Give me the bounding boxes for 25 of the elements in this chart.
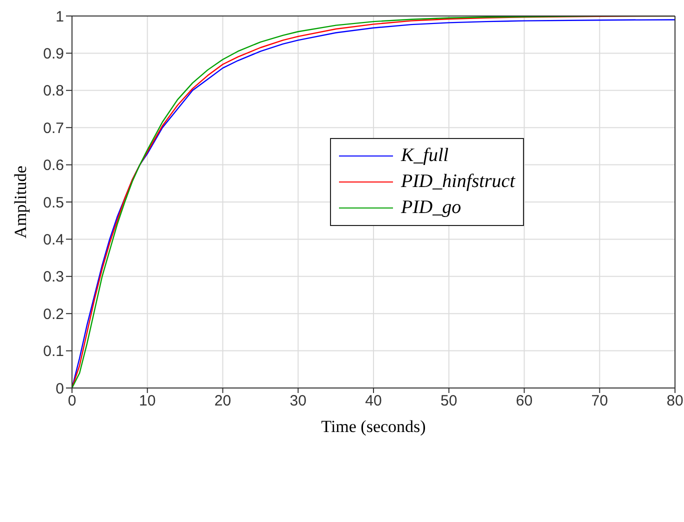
y-axis-title: Amplitude	[11, 166, 30, 238]
x-tick-label: 40	[365, 392, 382, 410]
legend-label: K_full	[401, 145, 449, 167]
x-tick-label: 0	[68, 392, 76, 410]
x-tick-label: 10	[139, 392, 156, 410]
y-tick-label: 0.9	[43, 46, 64, 63]
y-tick-label: 0.3	[43, 268, 64, 286]
y-tick-label: 0.7	[43, 120, 64, 137]
y-tick-label: 0.4	[43, 232, 64, 249]
x-tick-label: 20	[214, 392, 232, 410]
y-tick-label: 0.8	[43, 82, 64, 100]
legend-label: PID_go	[401, 197, 462, 219]
y-tick-label: 0	[56, 380, 64, 398]
y-tick-label: 0.2	[43, 306, 64, 323]
legend-label: PID_hinfstruct	[401, 171, 515, 193]
x-tick-label: 70	[591, 392, 608, 410]
y-tick-label: 0.1	[43, 343, 64, 360]
x-tick-label: 30	[290, 392, 306, 410]
x-axis-title: Time (seconds)	[321, 417, 426, 436]
y-tick-label: 0.6	[43, 157, 64, 174]
y-tick-label: 0.5	[43, 194, 64, 212]
x-tick-label: 50	[440, 392, 458, 410]
y-tick-label: 1	[56, 8, 64, 26]
x-tick-label: 60	[516, 392, 533, 410]
x-tick-label: 80	[666, 392, 684, 410]
